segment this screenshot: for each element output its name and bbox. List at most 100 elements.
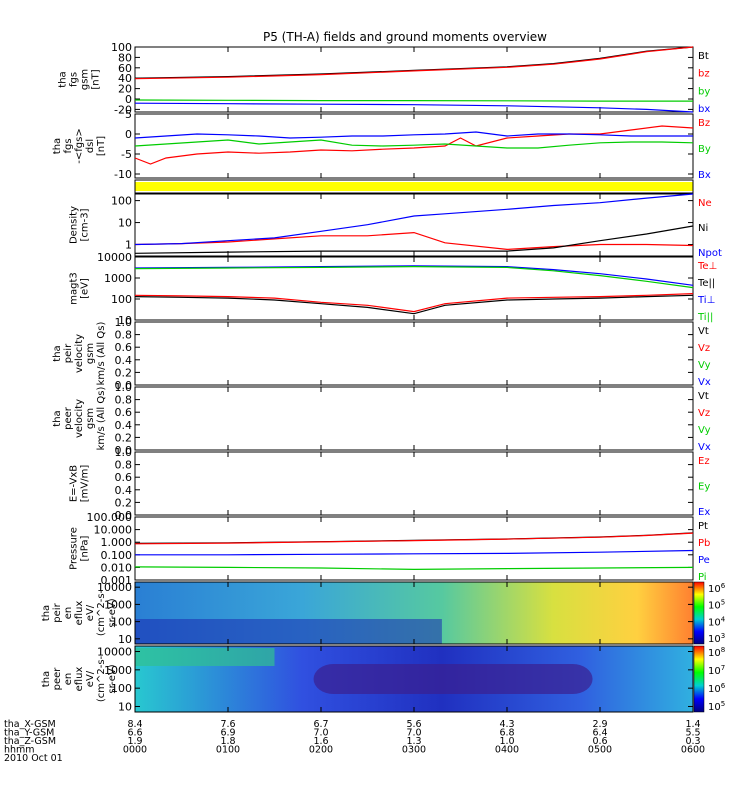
series-ti	[134, 265, 694, 286]
colorbar-tick: 107	[708, 664, 725, 677]
colorbar-tick: 108	[708, 646, 725, 659]
chart-title: P5 (TH-A) fields and ground moments over…	[263, 30, 547, 44]
series-by	[134, 99, 693, 102]
y-tick-label: 1.0	[115, 446, 133, 459]
y-axis-label: eV/	[85, 670, 96, 687]
panel-frame	[134, 193, 694, 257]
y-axis-label: (cm^2-s-	[96, 655, 107, 702]
x-tick-label: 0400	[495, 745, 519, 756]
colorbar	[693, 581, 705, 645]
series-pt	[134, 532, 694, 545]
y-axis-label: gsm	[85, 408, 96, 429]
panel-frame	[134, 113, 694, 179]
legend-entry: Ez	[698, 456, 710, 467]
legend-entry: Ni	[698, 223, 708, 234]
y-tick-label: 0.0	[115, 379, 133, 392]
panel-frame	[134, 321, 694, 386]
y-axis-label: [nT]	[91, 69, 102, 89]
y-axis-label: en	[63, 673, 74, 686]
y-tick-label: 0.001	[101, 574, 133, 587]
date-label: 2010 Oct 01	[4, 753, 63, 764]
series-ni	[134, 225, 694, 254]
y-tick-label: 100	[111, 41, 132, 54]
series-bx	[134, 102, 694, 113]
y-tick-label: 0.0	[115, 509, 133, 522]
y-tick-label: 0.6	[115, 471, 133, 484]
y-axis-label: gsm	[80, 69, 91, 90]
y-tick-label: 0.010	[101, 561, 133, 574]
panel-frame	[134, 451, 694, 516]
heatmap-lowband	[135, 619, 442, 644]
x-tick-label: 6.4	[592, 728, 607, 739]
y-tick-label: 0.4	[115, 419, 133, 432]
y-tick-label: 0.6	[115, 406, 133, 419]
y-axis-label: peer	[63, 406, 74, 430]
y-tick-label: 0.8	[115, 459, 133, 472]
y-axis-label: en	[63, 607, 74, 620]
y-axis-label: peer	[52, 667, 63, 691]
series-ne	[134, 231, 694, 251]
legend-entry: bz	[698, 69, 710, 80]
series-ti	[134, 265, 694, 289]
x-tick-label: 6.6	[127, 728, 142, 739]
y-tick-label: 1.0	[115, 316, 133, 329]
y-tick-label: 10	[118, 633, 132, 646]
y-axis-label: sr-eV)	[107, 664, 118, 693]
x-tick-label: 5.5	[685, 728, 700, 739]
y-axis-label: km/s (All Qs)	[96, 387, 107, 451]
legend-entry: Vz	[698, 343, 710, 354]
legend-entry: Ti⊥	[697, 295, 715, 306]
y-tick-label: 0.2	[115, 496, 133, 509]
x-tick-label: 6.9	[220, 728, 235, 739]
y-tick-label: 100	[111, 616, 132, 629]
heatmap-core	[313, 664, 593, 694]
x-tick-label: 6.8	[499, 728, 514, 739]
legend-entry: Vy	[698, 425, 711, 436]
x-tick-label: 8.4	[127, 719, 142, 730]
y-axis-label: fgs	[63, 138, 74, 153]
y-axis-label: dsl	[85, 139, 96, 153]
legend-entry: Vy	[698, 360, 711, 371]
y-tick-label: 0.6	[115, 341, 133, 354]
x-tick-label: 7.6	[220, 719, 235, 730]
colorbar-tick: 106	[708, 682, 726, 695]
y-tick-label: 0.2	[115, 431, 133, 444]
legend-entry: Ti||	[697, 312, 713, 323]
x-tick-label: 0.6	[592, 736, 607, 747]
series-te	[134, 294, 694, 315]
legend-entry: bx	[698, 104, 710, 115]
y-axis-label: E=-VxB	[69, 465, 80, 502]
y-tick-label: 1.000	[101, 536, 133, 549]
heatmap-band	[135, 648, 275, 666]
legend-entry: Ey	[698, 482, 710, 493]
y-tick-label: 1000	[104, 664, 132, 677]
y-axis-label: [eV]	[80, 278, 91, 299]
x-row-label: hhmm	[4, 745, 35, 756]
panel-magt3: 10000 1000 100 10 magt3 [eV] Te⊥ Te|| Ti⊥ Ti||	[69, 251, 718, 327]
y-tick-label: 5	[125, 108, 132, 121]
y-tick-label: 0.100	[101, 549, 133, 562]
x-tick-label: 6.7	[313, 719, 328, 730]
y-axis-label: -<fgs>	[74, 128, 85, 163]
series-by	[134, 139, 694, 149]
colorbar-tick: 104	[708, 615, 726, 628]
y-axis-label: [cm-3]	[80, 208, 91, 241]
y-axis-label: tha	[52, 410, 63, 426]
x-tick-label: 0000	[123, 745, 147, 756]
x-tick-label: 1.3	[406, 736, 421, 747]
y-tick-label: 1000	[104, 272, 132, 285]
legend-entry: Bx	[698, 170, 711, 181]
y-axis-label: tha	[41, 671, 52, 687]
legend-entry: Bt	[698, 51, 709, 62]
y-axis-label: eflux	[74, 667, 85, 692]
y-axis-label: eV/	[85, 604, 96, 621]
panel-density: 100 10 1 Density [cm-3] Ne Ni Npot	[69, 193, 722, 259]
y-tick-label: 1.0	[115, 381, 133, 394]
series-npot	[134, 193, 694, 246]
